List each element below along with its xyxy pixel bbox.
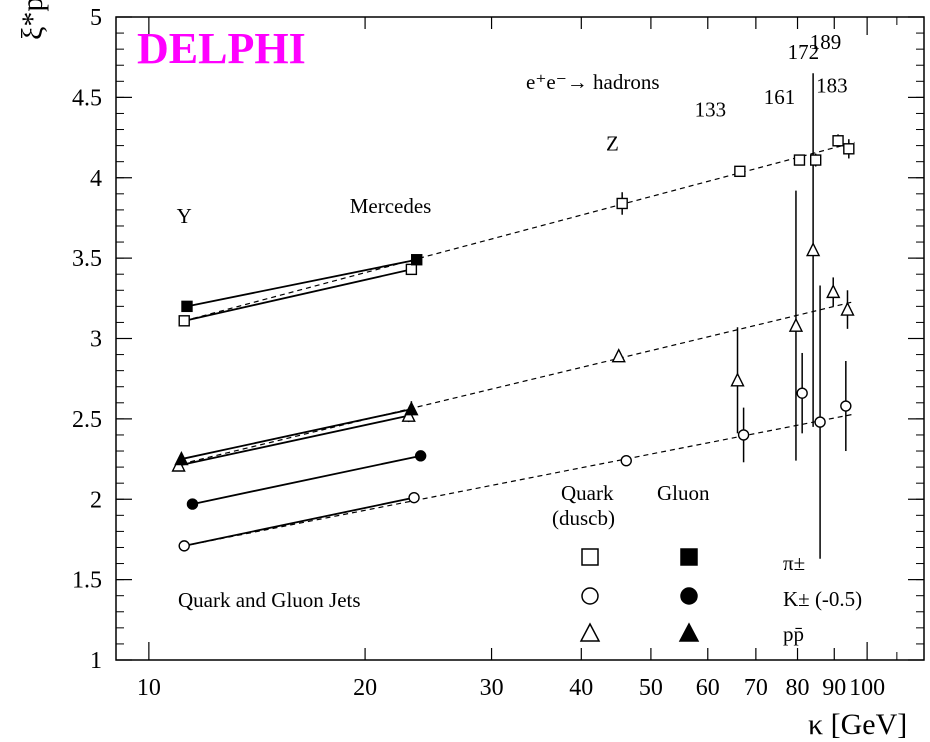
- data-point: [788, 317, 804, 332]
- data-point: [840, 301, 855, 316]
- y-tick-label: 1.5: [72, 568, 102, 594]
- energy-label: Y: [177, 204, 192, 228]
- data-point: [178, 540, 190, 552]
- legend-circle-icon: [680, 587, 698, 605]
- data-point: [730, 372, 745, 387]
- data-point: [620, 454, 632, 467]
- energy-label: 133: [695, 98, 727, 122]
- corner-label: Quark and Gluon Jets: [178, 588, 361, 612]
- legend-square-icon: [680, 548, 698, 566]
- y-tick-label: 3: [90, 327, 102, 353]
- x-tick-label: 10: [137, 675, 161, 701]
- legend-row-pion-label: π±: [783, 551, 805, 575]
- data-point: [408, 491, 420, 504]
- delphi-label: DELPHI: [137, 24, 306, 73]
- legend-row-proton-label: pp̄: [783, 622, 804, 646]
- x-tick-label: 90: [822, 675, 846, 701]
- x-tick-label: 100: [849, 675, 885, 701]
- legend-triangle-icon: [579, 622, 601, 642]
- solid-fit-line: [181, 408, 412, 460]
- data-point: [805, 242, 821, 257]
- x-tick-label: 80: [786, 675, 810, 701]
- x-tick-label: 20: [353, 675, 377, 701]
- legend-circle-icon: [581, 587, 599, 605]
- x-axis-title: κ [GeV]: [808, 708, 907, 741]
- data-point: [734, 165, 746, 178]
- data-point: [843, 143, 855, 155]
- y-axis-title-text: ξ*p: [16, 0, 49, 40]
- solid-fit-line: [184, 496, 415, 547]
- x-tick-label: 50: [639, 675, 663, 701]
- data-point: [411, 254, 423, 266]
- energy-label: Mercedes: [350, 194, 432, 218]
- data-point: [178, 315, 190, 327]
- data-point: [840, 400, 852, 412]
- dashed-fit-line: [184, 413, 855, 547]
- x-tick-label: 60: [696, 675, 720, 701]
- legend: Quark Gluon (duscb) π± K± (-0.5) pp̄: [552, 481, 862, 646]
- y-tick-label: 5: [90, 5, 102, 31]
- axis-ticks: [115, 16, 925, 661]
- data-point: [814, 416, 826, 428]
- legend-header-gluon: Gluon: [657, 481, 710, 505]
- fit-lines: [178, 141, 855, 547]
- y-tick-label: 3.5: [72, 246, 102, 272]
- data-point: [832, 135, 844, 147]
- data-point: [414, 450, 427, 462]
- data-point: [611, 348, 626, 363]
- energy-label: 183: [816, 74, 848, 98]
- legend-header-quark: Quark: [561, 481, 614, 505]
- data-point: [616, 197, 628, 210]
- legend-row-kaon-label: K± (-0.5): [783, 587, 862, 611]
- energy-label: 161: [764, 85, 796, 109]
- solid-fit-line: [184, 268, 412, 322]
- x-tick-label: 40: [569, 675, 593, 701]
- axis-tick-labels: 1 1.5 2 2.5 3 3.5 4 4.5 5 10 20 30 40 50 60 70 80 90 100: [72, 5, 885, 701]
- y-tick-label: 1: [90, 648, 102, 674]
- data-markers: [171, 135, 855, 552]
- legend-square-icon: [581, 548, 599, 566]
- data-point: [405, 263, 418, 276]
- energy-label: 189: [810, 30, 842, 54]
- y-axis-title: ξ*p: [16, 0, 49, 40]
- data-point: [809, 154, 822, 166]
- data-point: [174, 450, 189, 466]
- y-tick-label: 2: [90, 487, 102, 513]
- data-point: [737, 429, 750, 441]
- solid-fit-line: [178, 414, 409, 467]
- legend-quark-subtitle: (duscb): [552, 506, 615, 530]
- data-point: [793, 154, 806, 166]
- energy-label: Z: [606, 131, 619, 155]
- energy-label: 172: [788, 40, 820, 64]
- y-tick-label: 4: [90, 166, 102, 192]
- data-point: [796, 387, 808, 399]
- solid-fit-line: [186, 258, 417, 308]
- dashed-fit-line: [181, 300, 855, 465]
- legend-symbols: [579, 548, 700, 642]
- solid-fit-line: [192, 454, 421, 505]
- data-point: [826, 283, 841, 299]
- x-tick-label: 70: [744, 675, 768, 701]
- x-tick-label: 30: [480, 675, 504, 701]
- data-point: [186, 498, 199, 510]
- data-point: [404, 401, 419, 416]
- data-point: [181, 300, 193, 313]
- y-tick-label: 4.5: [72, 85, 102, 111]
- dashed-fit-line: [184, 141, 855, 322]
- process-label: e⁺e⁻→ hadrons: [526, 70, 660, 94]
- legend-triangle-icon: [678, 622, 700, 642]
- y-tick-label: 2.5: [72, 407, 102, 433]
